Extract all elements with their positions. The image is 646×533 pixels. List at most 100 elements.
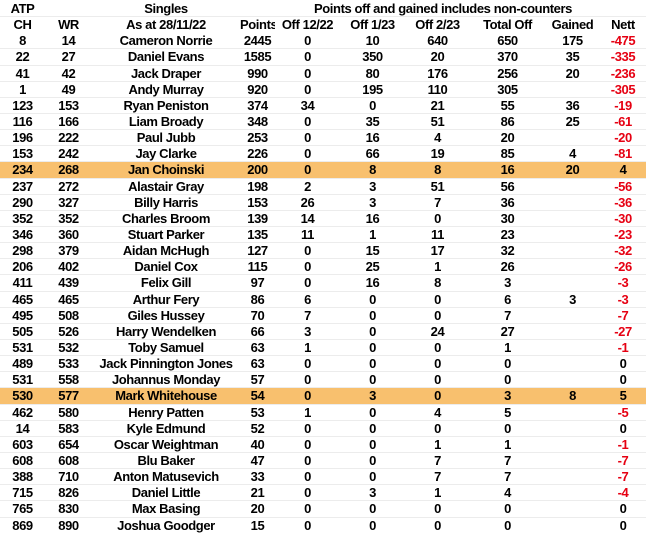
cell-off-2-23: 19 <box>430 146 445 162</box>
cell-atp-ch: 41 <box>15 65 30 81</box>
cell-wr: 580 <box>58 404 79 420</box>
cell-off-12-22: 0 <box>304 501 311 517</box>
cell-player-name: Blu Baker <box>137 453 195 468</box>
cell-player-name: Kyle Edmund <box>126 420 206 436</box>
cell-off-1-23: 25 <box>365 259 380 275</box>
col-header-off-2-23: Off 2/23 <box>415 17 460 33</box>
table-row: 123 153 Ryan Peniston 374 34 0 21 55 36 … <box>0 96 646 113</box>
cell-off-12-22: 0 <box>304 146 311 162</box>
cell-off-2-23: 20 <box>430 49 445 65</box>
cell-off-12-22: 1 <box>304 404 311 420</box>
cell-nett: -4 <box>617 485 629 501</box>
cell-off-12-22: 3 <box>304 323 311 339</box>
cell-atp-ch: 123 <box>12 97 33 113</box>
table-row: 462 580 Henry Patten 53 1 0 4 5 -5 <box>0 403 646 420</box>
cell-off-2-23: 176 <box>427 65 448 81</box>
cell-nett: -5 <box>617 404 629 420</box>
cell-gained: 175 <box>562 32 583 48</box>
cell-off-12-22: 0 <box>304 453 311 468</box>
cell-off-1-23: 0 <box>369 291 376 307</box>
cell-atp-ch: 530 <box>12 388 33 404</box>
cell-off-1-23: 0 <box>369 501 376 517</box>
cell-player-name: Paul Jubb <box>136 130 196 146</box>
cell-points: 57 <box>250 372 265 388</box>
cell-off-12-22: 0 <box>304 32 311 48</box>
table-row: 530 577 Mark Whitehouse 54 0 3 0 3 8 5 <box>0 387 646 404</box>
cell-atp-ch: 489 <box>12 356 33 372</box>
cell-off-2-23: 17 <box>430 243 445 259</box>
cell-points: 253 <box>247 130 268 146</box>
cell-off-1-23: 0 <box>369 372 376 388</box>
table-row: 234 268 Jan Choinski 200 0 8 8 16 20 4 <box>0 161 646 178</box>
cell-total-off: 32 <box>500 243 515 259</box>
cell-atp-ch: 290 <box>12 194 33 210</box>
cell-player-name: Aidan McHugh <box>122 243 210 259</box>
cell-nett: -335 <box>610 49 636 65</box>
cell-player-name: Johannus Monday <box>111 372 221 388</box>
col-header-as-at: As at 28/11/22 <box>126 17 206 33</box>
cell-gained: 25 <box>565 114 580 130</box>
cell-wr: 27 <box>61 49 76 65</box>
cell-total-off: 85 <box>500 146 515 162</box>
cell-wr: 402 <box>58 259 79 275</box>
col-header-wr: WR <box>58 17 79 33</box>
cell-points: 198 <box>247 178 268 194</box>
cell-points: 115 <box>247 259 268 275</box>
col-header-off-12-22: Off 12/22 <box>281 17 334 33</box>
cell-nett: -56 <box>614 178 632 194</box>
cell-points: 86 <box>250 291 265 307</box>
cell-atp-ch: 608 <box>12 453 33 468</box>
cell-points: 200 <box>247 162 268 178</box>
cell-points: 348 <box>247 114 268 130</box>
table-row: 290 327 Billy Harris 153 26 3 7 36 -36 <box>0 193 646 210</box>
cell-off-12-22: 0 <box>304 49 311 65</box>
cell-total-off: 1 <box>504 436 511 452</box>
cell-nett: -7 <box>617 453 629 468</box>
cell-nett: -19 <box>614 97 632 113</box>
cell-off-2-23: 110 <box>427 81 448 97</box>
cell-points: 990 <box>247 65 268 81</box>
cell-off-1-23: 0 <box>369 420 376 436</box>
cell-off-2-23: 4 <box>434 130 441 146</box>
cell-wr: 153 <box>58 97 79 113</box>
cell-points: 70 <box>250 307 265 323</box>
cell-off-1-23: 16 <box>365 130 380 146</box>
cell-player-name: Jan Choinski <box>127 162 205 178</box>
cell-wr: 242 <box>58 146 79 162</box>
cell-points: 40 <box>250 436 265 452</box>
cell-off-1-23: 3 <box>369 485 376 501</box>
cell-wr: 360 <box>58 227 79 243</box>
table-header-row: CH WR As at 28/11/22 Points Off 12/22 Of… <box>0 16 646 32</box>
cell-off-1-23: 3 <box>369 388 376 404</box>
cell-total-off: 7 <box>504 469 511 485</box>
table-row: 489 533 Jack Pinnington Jones 63 0 0 0 0… <box>0 355 646 371</box>
cell-off-1-23: 0 <box>369 356 376 372</box>
cell-nett: 0 <box>619 517 627 533</box>
table-row: 196 222 Paul Jubb 253 0 16 4 20 -20 <box>0 129 646 145</box>
table-row: 869 890 Joshua Goodger 15 0 0 0 0 0 <box>0 516 646 533</box>
table-title-row: ATP Singles Points off and gained includ… <box>0 0 646 16</box>
cell-off-12-22: 0 <box>304 275 311 291</box>
cell-points: 139 <box>247 210 268 226</box>
cell-points: 127 <box>247 243 268 259</box>
cell-atp-ch: 352 <box>12 210 33 226</box>
cell-nett: -7 <box>617 307 629 323</box>
cell-off-2-23: 1 <box>434 436 441 452</box>
cell-total-off: 0 <box>504 372 511 388</box>
cell-wr: 42 <box>61 65 76 81</box>
non-counters-note: Points off and gained includes non-count… <box>314 0 572 16</box>
cell-off-1-23: 35 <box>365 114 380 130</box>
cell-gained: 36 <box>565 97 580 113</box>
cell-player-name: Stuart Parker <box>127 227 205 243</box>
cell-off-12-22: 0 <box>304 436 311 452</box>
cell-total-off: 23 <box>500 227 515 243</box>
col-header-nett: Nett <box>611 17 635 33</box>
col-header-gained: Gained <box>551 17 594 33</box>
cell-atp-ch: 388 <box>12 469 33 485</box>
table-row: 465 465 Arthur Fery 86 6 0 0 6 3 -3 <box>0 290 646 307</box>
table-row: 352 352 Charles Broom 139 14 16 0 30 -30 <box>0 209 646 226</box>
table-row: 237 272 Alastair Gray 198 2 3 51 56 -56 <box>0 177 646 194</box>
cell-total-off: 1 <box>504 340 511 356</box>
cell-points: 53 <box>250 404 265 420</box>
